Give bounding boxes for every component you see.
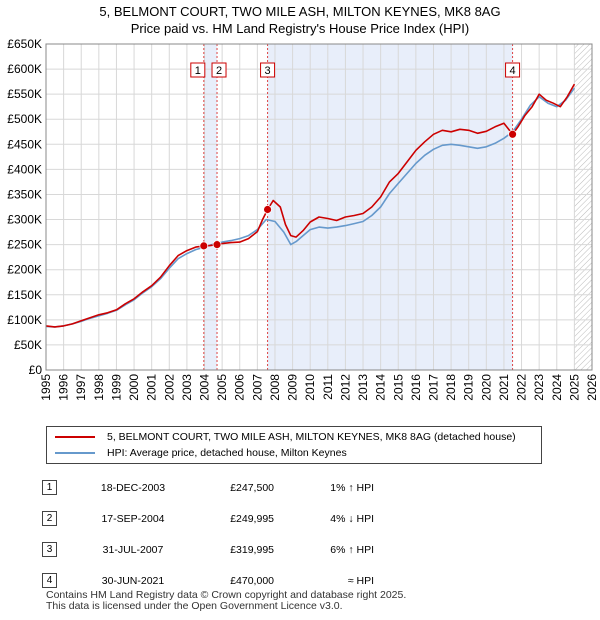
- sale-point: [199, 241, 209, 251]
- sale-number-label: 1: [195, 65, 201, 77]
- sale-number-box: [505, 62, 521, 78]
- y-tick-label: £650K: [7, 37, 42, 51]
- footer-copyright: Contains HM Land Registry data © Crown c…: [46, 589, 407, 601]
- x-tick-label: 2004: [198, 374, 212, 401]
- price-chart: £0 £50K £100K £150K £200K £250K £300K £350K £400…: [7, 37, 599, 401]
- legend-swatch-hpi: [55, 452, 95, 455]
- y-tick-label: £550K: [7, 87, 42, 101]
- transaction-number: 4: [42, 573, 57, 588]
- transaction-date: 17-SEP-2004: [101, 512, 165, 525]
- y-tick-label: £50K: [14, 338, 42, 352]
- x-tick-label: 2022: [515, 374, 529, 401]
- sale-point: [263, 205, 272, 214]
- y-tick-label: £100K: [7, 313, 42, 327]
- footer: Contains HM Land Registry data © Crown c…: [46, 590, 406, 612]
- y-tick-label: £200K: [7, 263, 42, 277]
- x-tick-label: 1995: [39, 374, 53, 401]
- transaction-row: 4 30-JUN-2021 £470,000 ≈ HPI: [42, 565, 374, 596]
- x-tick-label: 2009: [286, 374, 300, 401]
- transactions-table: 1 18-DEC-2003 £247,500 1% ↑ HPI 2 17-SEP-2004…: [42, 472, 374, 596]
- x-tick-label: 2010: [303, 374, 317, 401]
- legend-item-hpi: HPI: Average price, detached house, Milt…: [55, 446, 347, 460]
- sale-point: [508, 129, 517, 139]
- x-tick-label: 2003: [180, 374, 194, 401]
- y-tick-label: £250K: [7, 238, 42, 252]
- x-tick-label: 2011: [321, 374, 335, 400]
- y-tick-label: £300K: [7, 213, 42, 227]
- legend-item-property: 5, BELMONT COURT, TWO MILE ASH, MILTON K…: [55, 430, 516, 444]
- x-tick-label: 1998: [92, 374, 106, 401]
- legend-label-property: 5, BELMONT COURT, TWO MILE ASH, MILTON K…: [107, 431, 516, 443]
- chart-subtitle: Price paid vs. HM Land Registry's House …: [130, 21, 470, 36]
- transaction-hpi: ≈ HPI: [347, 574, 374, 587]
- ownership-shade: [267, 44, 513, 370]
- sale-number-box: [211, 62, 227, 78]
- legend: 5, BELMONT COURT, TWO MILE ASH, MILTON K…: [46, 426, 542, 464]
- x-tick-label: 2021: [497, 374, 511, 401]
- x-tick-label: 2012: [338, 374, 352, 401]
- footer-licence: This data is licensed under the Open Gov…: [46, 600, 343, 612]
- x-tick-label: 2005: [215, 374, 229, 401]
- x-tick-label: 2008: [268, 374, 282, 401]
- transaction-row: 3 31-JUL-2007 £319,995 6% ↑ HPI: [42, 534, 374, 565]
- transaction-price: £247,500: [230, 481, 274, 494]
- y-tick-label: £0: [29, 363, 43, 377]
- ownership-shade: [203, 44, 218, 370]
- x-tick-label: 2000: [127, 374, 141, 401]
- transaction-hpi: 1% ↑ HPI: [330, 481, 374, 494]
- x-tick-label: 2025: [567, 374, 581, 401]
- transaction-hpi: 6% ↑ HPI: [330, 543, 374, 556]
- sale-number-label: 4: [510, 65, 516, 77]
- x-tick-label: 2002: [162, 374, 176, 401]
- sale-number-label: 2: [216, 65, 222, 77]
- x-tick-label: 2018: [444, 374, 458, 401]
- x-tick-label: 2001: [145, 374, 159, 401]
- forecast-hatch: [574, 44, 592, 370]
- y-tick-label: £400K: [7, 162, 42, 176]
- y-tick-label: £350K: [7, 187, 42, 201]
- x-tick-label: 2016: [409, 374, 423, 401]
- transaction-number: 2: [42, 511, 57, 526]
- transaction-row: 1 18-DEC-2003 £247,500 1% ↑ HPI: [42, 472, 374, 503]
- sale-number-box: [190, 62, 206, 78]
- x-tick-label: 2015: [391, 374, 405, 401]
- transaction-date: 18-DEC-2003: [100, 481, 166, 494]
- y-tick-label: £450K: [7, 137, 42, 151]
- transaction-row: 2 17-SEP-2004 £249,995 4% ↓ HPI: [42, 503, 374, 534]
- x-tick-label: 2026: [585, 374, 599, 401]
- chart-title: 5, BELMONT COURT, TWO MILE ASH, MILTON K…: [99, 4, 501, 19]
- x-tick-label: 2023: [532, 374, 546, 401]
- y-tick-label: £150K: [7, 288, 42, 302]
- transaction-date: 30-JUN-2021: [101, 574, 165, 587]
- x-tick-label: 1996: [57, 374, 71, 401]
- transaction-price: £470,000: [230, 574, 274, 587]
- x-tick-label: 1997: [74, 374, 88, 401]
- transaction-price: £249,995: [230, 512, 274, 525]
- x-tick-label: 2006: [233, 374, 247, 401]
- sale-point: [212, 240, 222, 250]
- transaction-price: £319,995: [230, 543, 274, 556]
- x-tick-label: 2014: [374, 374, 388, 401]
- y-tick-label: £500K: [7, 112, 42, 126]
- x-tick-label: 2020: [479, 374, 493, 401]
- plot-border: [45, 43, 593, 371]
- transaction-hpi: 4% ↓ HPI: [330, 512, 374, 525]
- series-line-property: [45, 83, 576, 328]
- legend-label-hpi: HPI: Average price, detached house, Milt…: [107, 447, 347, 459]
- x-tick-label: 2019: [462, 374, 476, 401]
- legend-swatch-property: [55, 436, 95, 439]
- y-tick-label: £600K: [7, 62, 42, 76]
- sale-number-label: 3: [265, 65, 271, 77]
- sale-number-box: [260, 62, 276, 78]
- transaction-date: 31-JUL-2007: [102, 543, 164, 556]
- x-tick-label: 2013: [356, 374, 370, 401]
- transaction-number: 3: [42, 542, 57, 557]
- x-tick-label: 2024: [550, 374, 564, 401]
- transaction-number: 1: [42, 480, 57, 495]
- x-tick-label: 2017: [426, 374, 440, 401]
- x-tick-label: 2007: [250, 374, 264, 401]
- x-tick-label: 1999: [109, 374, 123, 401]
